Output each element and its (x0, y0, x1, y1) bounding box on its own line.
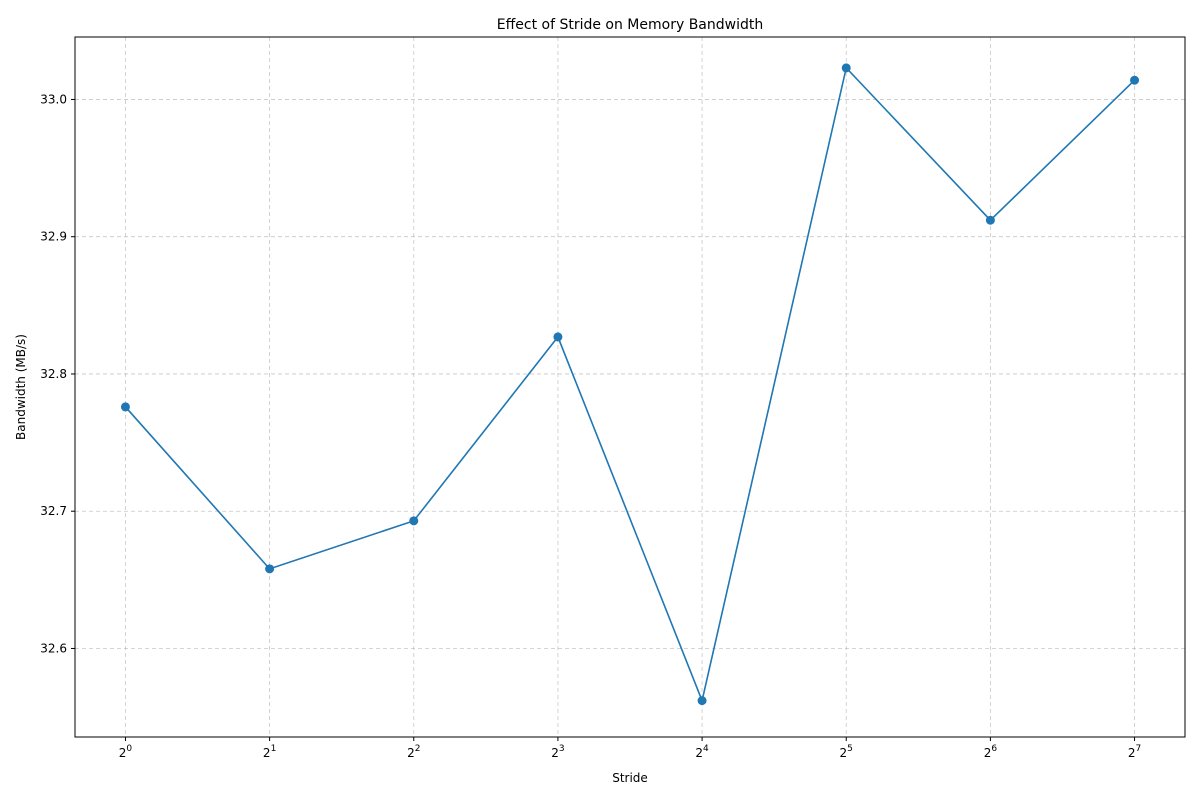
x-tick-label: 24 (695, 744, 709, 760)
y-tick-label: 32.6 (40, 641, 67, 655)
x-axis-label: Stride (612, 771, 648, 785)
x-tick-label: 26 (984, 744, 998, 760)
data-point (1130, 75, 1140, 85)
data-point (697, 696, 707, 706)
y-axis-label: Bandwidth (MB/s) (14, 334, 28, 440)
x-tick-label: 20 (119, 744, 133, 760)
x-tick-label: 25 (840, 744, 853, 760)
plot-frame (74, 36, 1186, 738)
axis-layer: 20 21 22 23 24 25 26 27 32.6 32.7 32.8 32.9 33.0 (40, 92, 1141, 760)
x-tick-label: 21 (263, 744, 276, 760)
x-tick-label: 23 (551, 744, 564, 760)
x-tick-label: 22 (407, 744, 420, 760)
series-line (124, 66, 1136, 704)
data-point (841, 63, 851, 73)
data-point (120, 402, 130, 412)
grid-layer (75, 37, 1185, 737)
data-point (409, 516, 419, 526)
chart-title: Effect of Stride on Memory Bandwidth (497, 17, 763, 33)
y-tick-label: 32.7 (40, 504, 67, 518)
data-point (553, 332, 563, 342)
y-tick-label: 32.9 (40, 230, 67, 244)
y-tick-label: 33.0 (40, 92, 67, 106)
x-tick-label: 27 (1128, 744, 1141, 760)
series-layer (120, 63, 1140, 706)
data-point (265, 564, 275, 574)
y-tick-label: 32.8 (40, 367, 67, 381)
data-point (985, 215, 995, 225)
